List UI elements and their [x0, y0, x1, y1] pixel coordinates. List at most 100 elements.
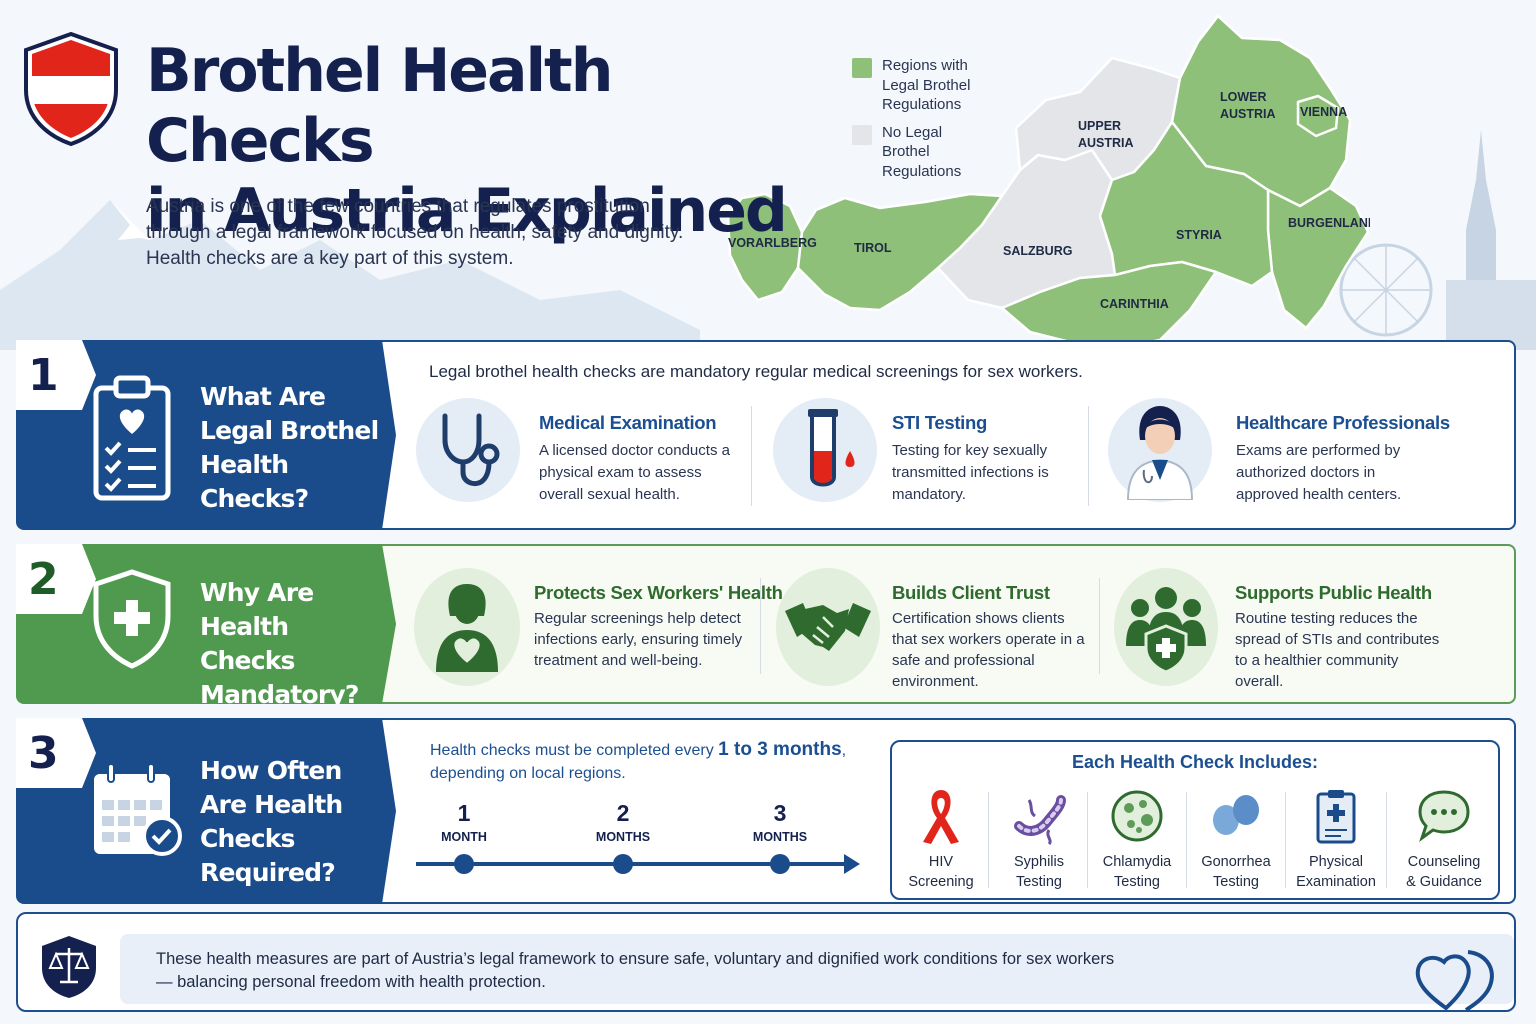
card-title-client-trust: Builds Client Trust	[892, 582, 1050, 603]
card-title-public-health: Supports Public Health	[1235, 582, 1432, 603]
region-label-carinthia: CARINTHIA	[1100, 297, 1169, 311]
include-label: Chlamydia Testing	[1088, 852, 1186, 892]
footer-banner: These health measures are part of Austri…	[16, 912, 1516, 1012]
timeline-num-3: 3	[773, 800, 787, 826]
stethoscope-icon	[442, 413, 500, 487]
include-line1: HIV	[928, 854, 954, 870]
section-1-panel	[366, 340, 1516, 530]
card-icon-circle-trust	[776, 568, 880, 686]
section-how-often: 3 How Often Are Health Checks Required? …	[16, 718, 1516, 904]
legend-label-no-legal: No Legal Brothel Regulations	[882, 123, 962, 180]
legend-item-legal: Regions with Legal Brothel Regulations	[852, 56, 1012, 115]
section-1-lead: Legal brothel health checks are mandator…	[429, 362, 1083, 381]
timeline-unit-2: MONTHS	[595, 830, 651, 844]
include-divider	[1386, 792, 1387, 888]
austria-flag-shield-icon	[24, 31, 118, 147]
include-divider	[1285, 792, 1286, 888]
include-line2: Testing	[1213, 874, 1259, 890]
frequency-text: Health checks must be completed every 1 …	[430, 738, 870, 785]
person-heart-icon	[436, 584, 498, 672]
card-text-professionals: Exams are performed by authorized doctor…	[1236, 442, 1402, 503]
card-text-medical: A licensed doctor conducts a physical ex…	[539, 442, 730, 503]
cells-icon	[1213, 795, 1259, 835]
card-icon-circle-professionals	[1108, 398, 1212, 502]
footer-text: These health measures are part of Austri…	[156, 948, 1176, 994]
section-why-mandatory: 2 Why Are Health Checks Mandatory? Prote…	[16, 544, 1516, 704]
include-item-counseling: Counseling & Guidance	[1395, 786, 1493, 890]
include-label: HIV Screening	[892, 852, 990, 892]
map-legend: Regions with Legal Brothel Regulations N…	[852, 56, 1012, 189]
region-label-upper-austria-1: UPPER AUSTRIA	[1078, 119, 1134, 150]
legend-swatch-no-legal	[852, 124, 872, 145]
community-shield-icon	[1126, 587, 1206, 672]
region-label-vienna: VIENNA	[1300, 105, 1347, 119]
microbe-icon	[1111, 790, 1163, 842]
doctor-icon	[1126, 406, 1194, 500]
section-3-heading: How Often Are Health Checks Required?	[200, 756, 343, 887]
card-icon-circle-public	[1114, 568, 1218, 686]
card-title-workers-health: Protects Sex Workers' Health	[534, 582, 783, 603]
legend-swatch-legal	[852, 58, 872, 78]
include-line2: Testing	[1016, 874, 1062, 890]
include-divider	[1087, 792, 1088, 888]
footer-text-line2: — balancing personal freedom with health…	[156, 973, 546, 991]
section-3-banner: 3 How Often Are Health Checks Required?	[16, 718, 396, 904]
footer-text-line1: These health measures are part of Austri…	[156, 950, 1115, 968]
include-item-physical: Physical Examination	[1287, 786, 1385, 890]
bacteria-icon	[1014, 795, 1066, 846]
timeline-num-2: 2	[616, 800, 630, 826]
card-title-professionals: Healthcare Professionals	[1236, 412, 1450, 433]
handshake-icon	[785, 603, 871, 651]
card-icon-circle-medical	[416, 398, 520, 502]
include-item-syphilis: Syphilis Testing	[990, 786, 1088, 890]
include-line2: Screening	[908, 874, 974, 890]
card-text-sti: Testing for key sexually transmitted inf…	[892, 442, 1049, 503]
card-title-sti: STI Testing	[892, 412, 988, 433]
timeline-line	[416, 854, 860, 874]
timeline-num-1: 1	[457, 800, 471, 826]
vienna-skyline-background	[1339, 130, 1536, 350]
austria-map: VORARLBERG TIROL SALZBURG UPPER AUSTRIA L…	[726, 14, 1370, 350]
region-label-tirol: TIROL	[854, 241, 892, 255]
include-line2: Examination	[1296, 874, 1376, 890]
section-1-banner: 1 What Are Legal Brothel Health Checks?	[16, 340, 396, 530]
includes-title: Each Health Check Includes:	[1071, 752, 1319, 772]
clipboard-cross-icon	[1316, 790, 1356, 844]
card-text-public-health: Routine testing reduces the spread of ST…	[1235, 610, 1440, 690]
include-label: Gonorrhea Testing	[1187, 852, 1285, 892]
section-1-heading: What Are Legal Brothel Health Checks?	[200, 382, 379, 513]
legend-label-legal: Regions with Legal Brothel Regulations	[882, 57, 971, 113]
include-line1: Gonorrhea	[1201, 854, 1271, 870]
clipboard-checklist-icon	[93, 375, 171, 501]
footer-inner-panel: These health measures are part of Austri…	[120, 934, 1514, 1012]
include-line1: Chlamydia	[1102, 854, 1172, 870]
calendar-check-icon	[94, 763, 182, 856]
card-divider	[760, 578, 761, 674]
region-vienna	[1296, 94, 1340, 138]
section-what-are-checks: 1 What Are Legal Brothel Health Checks? …	[16, 340, 1516, 530]
card-divider	[751, 406, 752, 506]
include-item-hiv: HIV Screening	[892, 786, 990, 890]
intro-text: Austria is one of the few countries that…	[146, 196, 684, 269]
card-title-medical: Medical Examination	[539, 412, 717, 433]
include-label: Syphilis Testing	[990, 852, 1088, 892]
include-line1: Syphilis	[1014, 854, 1064, 870]
card-text-client-trust: Certification shows clients that sex wor…	[892, 610, 1085, 690]
heart-icon	[1415, 950, 1494, 1012]
section-2-panel	[366, 544, 1516, 704]
include-divider	[1186, 792, 1187, 888]
include-label: Physical Examination	[1287, 852, 1385, 892]
region-styria	[1098, 120, 1274, 288]
include-line2: & Guidance	[1406, 874, 1482, 890]
card-text-workers-health: Regular screenings help detect infection…	[534, 610, 743, 669]
include-item-gonorrhea: Gonorrhea Testing	[1187, 786, 1285, 890]
card-divider	[1088, 406, 1089, 506]
title-line-1: Brothel Health Checks	[146, 36, 613, 176]
section-2-number: 2	[16, 544, 96, 614]
test-tube-icon	[808, 409, 855, 487]
include-line1: Physical	[1309, 854, 1363, 870]
frequency-suffix: , depending on local regions.	[430, 742, 847, 782]
region-label-vorarlberg: VORARLBERG	[728, 236, 817, 250]
mountains-background	[0, 200, 700, 350]
medical-shield-icon	[93, 569, 171, 669]
